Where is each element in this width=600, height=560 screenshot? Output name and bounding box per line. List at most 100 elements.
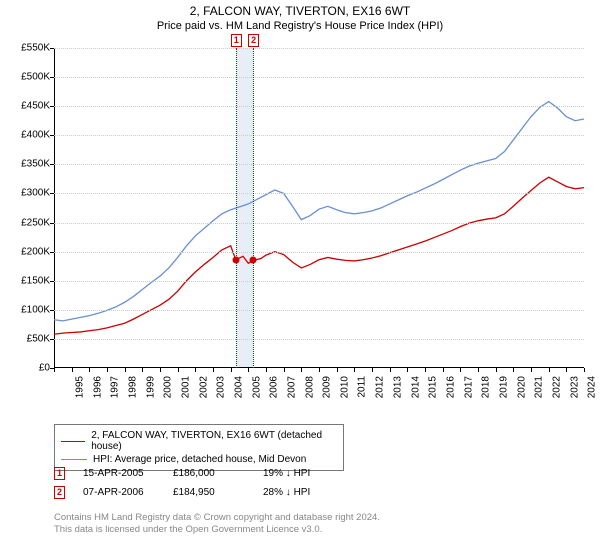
ytick <box>50 77 54 78</box>
xtick <box>54 368 55 372</box>
sales-row: 115-APR-2005£186,00019% ↓ HPI <box>54 464 335 483</box>
xtick <box>89 368 90 372</box>
xtick <box>125 368 126 372</box>
ytick-label: £50K <box>27 333 50 344</box>
footer-attribution: Contains HM Land Registry data © Crown c… <box>54 512 380 537</box>
gridline-h <box>54 193 584 194</box>
xtick-label: 2001 <box>180 376 191 398</box>
xtick <box>178 368 179 372</box>
gridline-h <box>54 135 584 136</box>
sales-id-box: 2 <box>54 486 65 499</box>
footer-line-1: Contains HM Land Registry data © Crown c… <box>54 512 380 524</box>
xtick-label: 2022 <box>551 376 562 398</box>
xtick-label: 2011 <box>356 376 367 398</box>
sale-point-marker <box>232 256 239 263</box>
legend-label: 2, FALCON WAY, TIVERTON, EX16 6WT (detac… <box>91 430 337 452</box>
legend-swatch <box>61 459 87 460</box>
xtick <box>584 368 585 372</box>
xtick <box>142 368 143 372</box>
sales-price: £184,950 <box>173 487 245 498</box>
gridline-h <box>54 223 584 224</box>
xtick-label: 2014 <box>410 376 421 398</box>
gridline-h <box>54 310 584 311</box>
gridline-h <box>54 77 584 78</box>
xtick-label: 2013 <box>392 376 403 398</box>
xtick-label: 2002 <box>198 376 209 398</box>
gridline-h <box>54 48 584 49</box>
sale-point-marker <box>250 257 257 264</box>
xtick <box>213 368 214 372</box>
xtick-label: 2016 <box>445 376 456 398</box>
xtick-label: 2015 <box>428 376 439 398</box>
xtick-label: 1999 <box>145 376 156 398</box>
xtick <box>513 368 514 372</box>
line-series-svg <box>54 48 584 368</box>
ytick-label: £250K <box>21 217 50 228</box>
ytick <box>50 164 54 165</box>
xtick <box>478 368 479 372</box>
xtick-label: 2009 <box>322 376 333 398</box>
ytick <box>50 193 54 194</box>
sale-marker-label: 1 <box>231 34 242 47</box>
chart-area: £0£50K£100K£150K£200K£250K£300K£350K£400… <box>0 34 600 414</box>
xtick <box>231 368 232 372</box>
xtick-label: 2007 <box>286 376 297 398</box>
xtick-label: 2020 <box>516 376 527 398</box>
ytick-label: £500K <box>21 72 50 83</box>
xtick <box>460 368 461 372</box>
ytick <box>50 135 54 136</box>
xtick-label: 1998 <box>127 376 138 398</box>
sales-delta: 19% ↓ HPI <box>263 468 335 479</box>
sale-marker-label: 2 <box>248 34 259 47</box>
sales-date: 07-APR-2006 <box>83 487 155 498</box>
xtick <box>443 368 444 372</box>
xtick-label: 2000 <box>163 376 174 398</box>
xtick <box>160 368 161 372</box>
ytick <box>50 223 54 224</box>
sales-id-box: 1 <box>54 467 65 480</box>
xtick-label: 2019 <box>498 376 509 398</box>
ytick-label: £100K <box>21 304 50 315</box>
xtick <box>407 368 408 372</box>
xtick <box>372 368 373 372</box>
xtick <box>496 368 497 372</box>
gridline-h <box>54 252 584 253</box>
legend-item: 2, FALCON WAY, TIVERTON, EX16 6WT (detac… <box>61 429 337 453</box>
xtick <box>319 368 320 372</box>
sales-table: 115-APR-2005£186,00019% ↓ HPI207-APR-200… <box>54 464 335 502</box>
sale-vline <box>236 48 237 368</box>
gridline-h <box>54 339 584 340</box>
ytick-label: £0 <box>39 363 50 374</box>
gridline-h <box>54 281 584 282</box>
sales-row: 2 07-APR-2006 £184,950 28% ↓ HPI <box>54 483 335 502</box>
xtick <box>107 368 108 372</box>
ytick-label: £400K <box>21 130 50 141</box>
xtick <box>390 368 391 372</box>
ytick-label: £300K <box>21 188 50 199</box>
xtick-label: 2018 <box>481 376 492 398</box>
xtick <box>566 368 567 372</box>
ytick <box>50 48 54 49</box>
sales-price: £186,000 <box>173 468 245 479</box>
xtick <box>301 368 302 372</box>
xtick-label: 2005 <box>251 376 262 398</box>
gridline-h <box>54 164 584 165</box>
xtick-label: 2004 <box>233 376 244 398</box>
xtick-label: 2017 <box>463 376 474 398</box>
ytick-label: £150K <box>21 275 50 286</box>
xtick <box>337 368 338 372</box>
ytick <box>50 252 54 253</box>
sales-delta: 28% ↓ HPI <box>263 487 335 498</box>
xtick-label: 2012 <box>375 376 386 398</box>
xtick <box>72 368 73 372</box>
xtick <box>195 368 196 372</box>
xtick-label: 2003 <box>216 376 227 398</box>
ytick-label: £550K <box>21 43 50 54</box>
xtick <box>531 368 532 372</box>
xtick-label: 1996 <box>92 376 103 398</box>
sale-vline <box>253 48 254 368</box>
xtick <box>266 368 267 372</box>
xtick-label: 2006 <box>269 376 280 398</box>
xtick-label: 2010 <box>339 376 350 398</box>
ytick <box>50 281 54 282</box>
